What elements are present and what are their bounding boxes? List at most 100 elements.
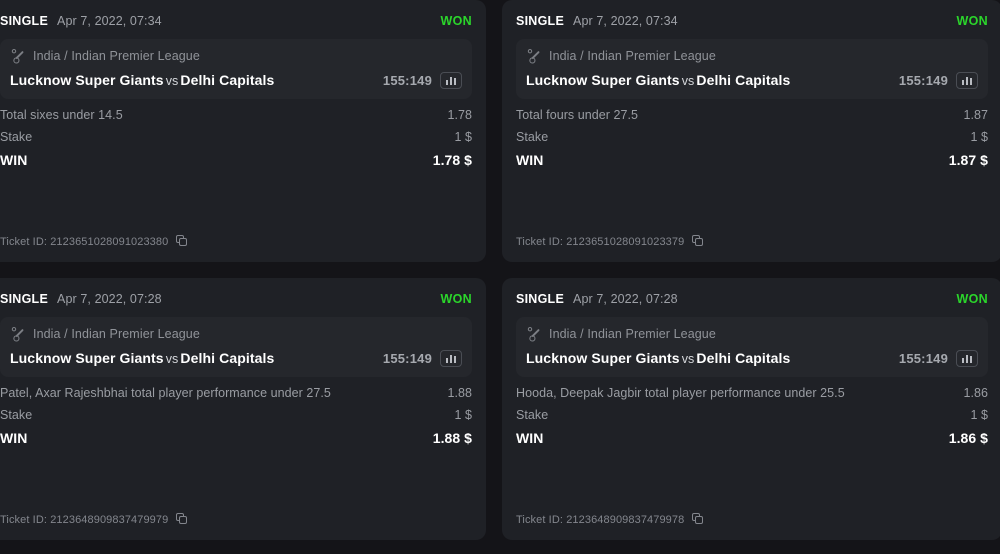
bet-type-label: SINGLE [516,292,565,306]
league-name: India / Indian Premier League [33,48,200,63]
odds-value: 1.78 [447,108,472,122]
ticket-footer: Ticket ID: 2123651028091023380 [0,235,189,248]
teams-row: Lucknow Super Giants vs Delhi Capitals 155… [10,348,462,368]
win-label: WIN [516,430,544,446]
win-value: 1.88 $ [432,430,472,446]
stake-label: Stake [516,408,549,422]
copy-icon[interactable] [176,513,189,526]
team-away: Delhi Capitals [180,72,275,88]
bet-card-header: SINGLE Apr 7, 2022, 07:34 WON [0,9,472,33]
selection-label: Total fours under 27.5 [516,108,639,122]
ticket-id-prefix: Ticket ID: [516,513,564,526]
stake-label: Stake [516,130,549,144]
bet-detail-rows: Patel, Axar Rajeshbhai total player perf… [0,386,472,454]
stake-label: Stake [0,408,33,422]
ticket-footer: Ticket ID: 2123651028091023379 [516,235,705,248]
bet-detail-rows: Hooda, Deepak Jagbir total player perfor… [516,386,988,454]
team-home: Lucknow Super Giants [10,72,164,88]
team-home: Lucknow Super Giants [10,350,164,366]
team-away: Delhi Capitals [696,350,791,366]
league-row: India / Indian Premier League [10,47,462,64]
win-label: WIN [516,152,544,168]
team-home: Lucknow Super Giants [526,350,680,366]
match-teams: Lucknow Super Giants vs Delhi Capitals [10,350,274,366]
copy-icon[interactable] [692,513,705,526]
win-row: WIN 1.78 $ [0,152,472,176]
stake-row: Stake 1 $ [0,130,472,152]
copy-icon[interactable] [692,235,705,248]
match-panel[interactable]: India / Indian Premier League Lucknow Su… [0,39,472,99]
bet-card[interactable]: SINGLE Apr 7, 2022, 07:28 WON India / In… [0,278,486,540]
league-row: India / Indian Premier League [526,47,978,64]
win-label: WIN [0,430,28,446]
match-panel[interactable]: India / Indian Premier League Lucknow Su… [0,317,472,377]
win-row: WIN 1.87 $ [516,152,988,176]
win-row: WIN 1.86 $ [516,430,988,454]
stake-row: Stake 1 $ [516,130,988,152]
ticket-id-value: 2123651028091023380 [50,235,169,248]
selection-row: Total sixes under 14.5 1.78 [0,108,472,130]
ticket-footer: Ticket ID: 2123648909837479978 [516,513,705,526]
win-value: 1.86 $ [948,430,988,446]
stake-value: 1 $ [454,130,472,144]
stake-value: 1 $ [970,130,988,144]
stake-row: Stake 1 $ [516,408,988,430]
match-panel[interactable]: India / Indian Premier League Lucknow Su… [516,39,988,99]
win-value: 1.87 $ [948,152,988,168]
odds-value: 1.88 [447,386,472,400]
bet-card-header: SINGLE Apr 7, 2022, 07:28 WON [516,287,988,311]
selection-label: Total sixes under 14.5 [0,108,123,122]
match-score: 155:149 [898,350,948,366]
bet-date: Apr 7, 2022, 07:34 [57,14,162,28]
stake-label: Stake [0,130,33,144]
cricket-bat-ball-icon [11,326,24,342]
cricket-bat-ball-icon [527,48,540,64]
teams-row: Lucknow Super Giants vs Delhi Capitals 155… [526,70,978,90]
win-row: WIN 1.88 $ [0,430,472,454]
team-away: Delhi Capitals [696,72,791,88]
bet-cards-grid: SINGLE Apr 7, 2022, 07:34 WON India / In… [0,0,1000,540]
selection-label: Patel, Axar Rajeshbhai total player perf… [0,386,331,400]
bar-chart-icon[interactable] [956,349,978,367]
vs-label: vs [681,352,695,366]
odds-value: 1.87 [963,108,988,122]
selection-row: Patel, Axar Rajeshbhai total player perf… [0,386,472,408]
vs-label: vs [165,74,179,88]
match-teams: Lucknow Super Giants vs Delhi Capitals [526,72,790,88]
ticket-id-value: 2123651028091023379 [566,235,685,248]
bar-chart-icon[interactable] [440,71,462,89]
league-name: India / Indian Premier League [33,326,200,341]
teams-row: Lucknow Super Giants vs Delhi Capitals 155… [10,70,462,90]
bet-detail-rows: Total fours under 27.5 1.87 Stake 1 $ WI… [516,108,988,176]
bar-chart-icon[interactable] [956,71,978,89]
bet-card[interactable]: SINGLE Apr 7, 2022, 07:34 WON India / In… [0,0,486,262]
bet-card[interactable]: SINGLE Apr 7, 2022, 07:34 WON India / In… [502,0,1000,262]
league-row: India / Indian Premier League [526,325,978,342]
bet-date: Apr 7, 2022, 07:28 [57,292,162,306]
status-badge: WON [440,292,472,306]
vs-label: vs [681,74,695,88]
match-score: 155:149 [382,350,432,366]
bet-type-label: SINGLE [0,14,49,28]
ticket-id-value: 2123648909837479978 [566,513,685,526]
league-name: India / Indian Premier League [549,48,716,63]
status-badge: WON [956,292,988,306]
match-panel[interactable]: India / Indian Premier League Lucknow Su… [516,317,988,377]
copy-icon[interactable] [176,235,189,248]
bet-type-label: SINGLE [516,14,565,28]
bar-chart-icon[interactable] [440,349,462,367]
ticket-id-value: 2123648909837479979 [50,513,169,526]
league-row: India / Indian Premier League [10,325,462,342]
stake-row: Stake 1 $ [0,408,472,430]
bet-card-header: SINGLE Apr 7, 2022, 07:34 WON [516,9,988,33]
bet-detail-rows: Total sixes under 14.5 1.78 Stake 1 $ WI… [0,108,472,176]
match-teams: Lucknow Super Giants vs Delhi Capitals [526,350,790,366]
ticket-id-prefix: Ticket ID: [0,513,48,526]
bet-date: Apr 7, 2022, 07:34 [573,14,678,28]
bet-card-header: SINGLE Apr 7, 2022, 07:28 WON [0,287,472,311]
cricket-bat-ball-icon [527,326,540,342]
bet-type-label: SINGLE [0,292,49,306]
bet-card[interactable]: SINGLE Apr 7, 2022, 07:28 WON India / In… [502,278,1000,540]
vs-label: vs [165,352,179,366]
